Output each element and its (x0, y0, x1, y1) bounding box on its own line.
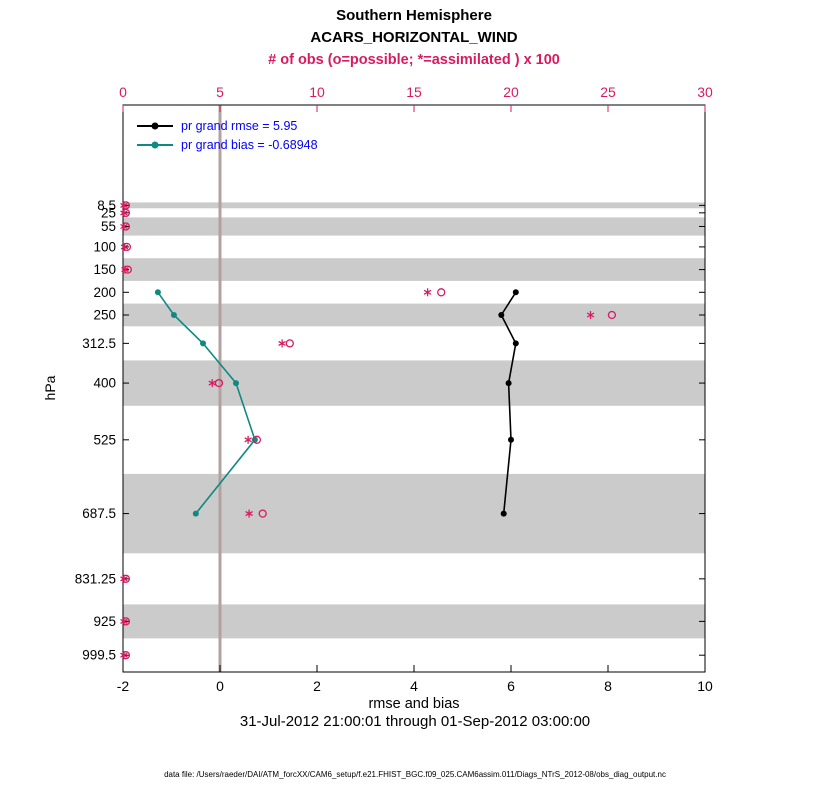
rmse-line (500, 291, 517, 514)
legend-dot-bias (151, 141, 159, 148)
assimilated-count-asterisk (586, 312, 595, 318)
legend: pr grand rmse = 5.95 pr grand bias = -0.… (137, 116, 318, 154)
rmse-point-marker (500, 510, 507, 517)
y-tick-label: 150 (93, 262, 116, 277)
possible-count-circle (121, 651, 131, 660)
x-bottom-tick-label: 4 (410, 678, 418, 694)
legend-label-rmse: pr grand rmse = 5.95 (181, 118, 298, 133)
y-tick-label: 312.5 (82, 336, 116, 351)
possible-count-circle (252, 435, 262, 444)
assimilated-count-asterisk (120, 576, 128, 582)
possible-count-circle (121, 208, 131, 218)
pressure-band (123, 303, 705, 327)
x-top-tick-label: 30 (697, 84, 713, 100)
rmse-point-marker (498, 312, 505, 318)
y-tick-label: 831.25 (75, 571, 116, 586)
x-top-tick-label: 10 (309, 84, 325, 100)
x-top-tick-label: 20 (503, 84, 519, 100)
pressure-band (123, 202, 705, 209)
bias-line (157, 291, 256, 515)
plot-title-variable: ACARS_HORIZONTAL_WIND (310, 29, 518, 46)
plot-title-region: Southern Hemisphere (336, 7, 492, 24)
x-bottom-tick-label: 10 (697, 678, 713, 694)
possible-count-circle (121, 617, 131, 626)
legend-item-bias: pr grand bias = -0.68948 (137, 135, 318, 154)
y-axis-title: hPa (42, 375, 58, 401)
bias-point-marker (170, 312, 177, 318)
x-top-tick-label: 5 (216, 84, 224, 100)
possible-count-circle (285, 339, 294, 348)
timespan-text: 31-Jul-2012 21:00:01 through 01-Sep-2012… (239, 713, 591, 730)
assimilated-count-asterisk (120, 223, 128, 230)
x-bottom-tick-label: 6 (507, 678, 515, 694)
assimilated-count-asterisk (208, 380, 217, 386)
legend-item-rmse: pr grand rmse = 5.95 (137, 116, 318, 135)
possible-count-circle (121, 574, 131, 583)
y-tick-label: 55 (101, 219, 116, 234)
possible-count-circle (258, 509, 267, 518)
y-tick-label: 925 (93, 614, 116, 629)
rmse-point-marker (505, 380, 512, 387)
x-top-tick-label: 0 (119, 84, 127, 100)
x-axis-title: rmse and bias (368, 696, 460, 712)
pressure-band (123, 604, 705, 639)
x-bottom-tick-label: 0 (216, 678, 224, 694)
assimilated-count-asterisk (423, 289, 432, 295)
assimilated-count-asterisk (278, 340, 286, 346)
y-tick-label: 525 (93, 432, 116, 447)
x-bottom-tick-label: 2 (313, 678, 321, 694)
y-tick-label: 400 (93, 376, 116, 391)
y-tick-label: 999.5 (82, 648, 116, 663)
y-tick-label: 200 (93, 285, 116, 300)
bias-point-marker (233, 380, 239, 387)
assimilated-count-asterisk (245, 511, 253, 517)
bias-point-marker (200, 340, 206, 347)
x-bottom-tick-label: -2 (117, 678, 130, 694)
assimilated-count-asterisk (120, 652, 128, 658)
possible-count-circle (214, 378, 224, 388)
pressure-band (123, 360, 705, 406)
assimilated-count-asterisk (120, 244, 129, 250)
possible-count-circle (607, 310, 617, 320)
possible-count-circle (123, 265, 132, 274)
possible-count-circle (122, 242, 132, 252)
assimilated-count-asterisk (120, 202, 128, 208)
pressure-band (123, 473, 705, 554)
y-tick-label: 8.5 (97, 198, 116, 213)
rmse-point-marker (508, 436, 514, 443)
legend-dot-rmse (151, 122, 159, 129)
possible-count-circle (121, 222, 131, 231)
y-tick-label: 687.5 (82, 506, 116, 521)
assimilated-count-asterisk (120, 210, 128, 216)
rmse-point-marker (512, 289, 519, 296)
y-tick-label: 100 (93, 239, 116, 254)
pressure-band (123, 258, 705, 281)
y-tick-label: 250 (93, 307, 116, 322)
y-tick-label: 25 (101, 205, 116, 220)
plot-title-obs-count-legend: # of obs (o=possible; *=assimilated ) x … (268, 52, 560, 68)
x-top-tick-label: 15 (406, 84, 422, 100)
rmse-point-marker (512, 340, 519, 347)
legend-line-rmse-swatch (137, 122, 173, 129)
assimilated-count-asterisk (120, 618, 128, 624)
possible-count-circle (437, 288, 446, 297)
pressure-band (123, 217, 705, 236)
x-bottom-tick-label: 8 (604, 678, 612, 694)
bias-point-marker (192, 510, 199, 517)
x-top-tick-label: 25 (600, 84, 616, 100)
legend-line-bias-swatch (137, 141, 173, 148)
bias-point-marker (154, 289, 161, 296)
legend-label-bias: pr grand bias = -0.68948 (181, 137, 318, 152)
datafile-path: data file: /Users/raeder/DAI/ATM_forcXX/… (164, 770, 666, 779)
assimilated-count-asterisk (244, 437, 252, 443)
